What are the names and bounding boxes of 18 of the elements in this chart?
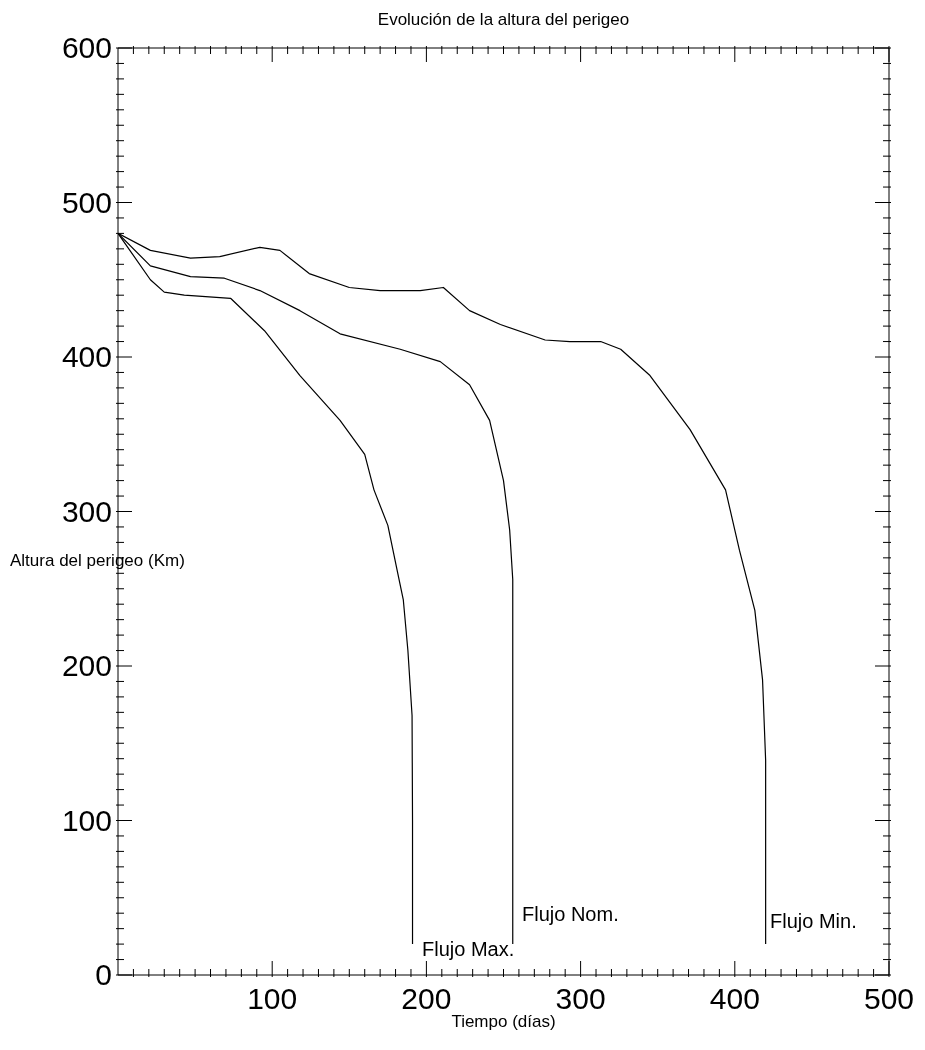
y-axis-title: Altura del perigeo (Km)	[10, 551, 185, 571]
x-tick-label: 200	[401, 982, 452, 1015]
y-tick-label: 500	[61, 185, 112, 219]
x-tick-label: 100	[247, 982, 298, 1015]
chart-title: Evolución de la altura del perigeo	[376, 10, 631, 30]
x-tick-label: 400	[709, 982, 760, 1015]
x-axis-title: Tiempo (días)	[451, 1012, 556, 1031]
x-tick-label: 300	[555, 982, 606, 1015]
y-tick-label: 100	[61, 803, 112, 837]
y-tick-label: 400	[61, 340, 112, 373]
y-tick-label: 200	[61, 649, 112, 682]
annotation: Flujo Nom.	[522, 903, 619, 926]
y-tick-label: 600	[61, 31, 112, 64]
y-tick-label: 300	[61, 494, 112, 528]
y-tick-label: 0	[95, 958, 112, 991]
x-tick-label: 500	[863, 982, 915, 1015]
annotation: Flujo Max.	[422, 938, 515, 961]
annotation: Flujo Min.	[770, 910, 857, 933]
